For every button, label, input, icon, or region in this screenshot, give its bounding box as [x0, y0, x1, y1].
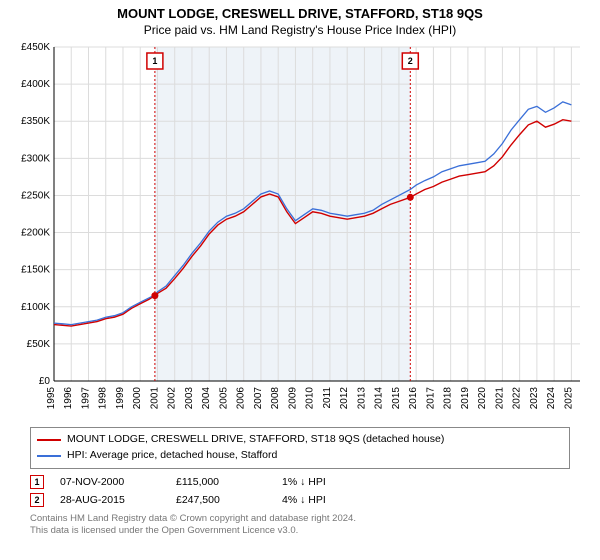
legend-row: HPI: Average price, detached house, Staf…	[37, 448, 563, 464]
footer-attribution: Contains HM Land Registry data © Crown c…	[30, 513, 570, 538]
svg-text:£200K: £200K	[21, 228, 50, 239]
legend-row: MOUNT LODGE, CRESWELL DRIVE, STAFFORD, S…	[37, 432, 563, 448]
sales-table: 1 07-NOV-2000 £115,000 1% ↓ HPI 2 28-AUG-2015…	[30, 473, 570, 509]
footer-line: Contains HM Land Registry data © Crown c…	[30, 513, 570, 525]
legend-label: HPI: Average price, detached house, Staf…	[67, 448, 277, 464]
legend: MOUNT LODGE, CRESWELL DRIVE, STAFFORD, S…	[30, 427, 570, 469]
svg-text:2007: 2007	[253, 387, 264, 410]
svg-text:2000: 2000	[132, 387, 143, 410]
svg-text:£250K: £250K	[21, 190, 50, 201]
svg-text:2004: 2004	[201, 387, 212, 410]
svg-text:1996: 1996	[63, 387, 74, 410]
sales-row: 1 07-NOV-2000 £115,000 1% ↓ HPI	[30, 473, 570, 491]
svg-text:£100K: £100K	[21, 302, 50, 313]
svg-text:2012: 2012	[339, 387, 350, 410]
svg-text:£150K: £150K	[21, 265, 50, 276]
svg-text:£0: £0	[39, 376, 51, 387]
sales-marker: 1	[30, 475, 44, 489]
svg-text:2008: 2008	[270, 387, 281, 410]
sales-price: £247,500	[176, 494, 266, 506]
svg-text:2010: 2010	[305, 387, 316, 410]
svg-text:1999: 1999	[115, 387, 126, 410]
svg-text:2025: 2025	[563, 387, 574, 410]
legend-label: MOUNT LODGE, CRESWELL DRIVE, STAFFORD, S…	[67, 432, 444, 448]
svg-text:2017: 2017	[425, 387, 436, 410]
svg-text:2013: 2013	[356, 387, 367, 410]
svg-text:2019: 2019	[460, 387, 471, 410]
svg-text:2003: 2003	[184, 387, 195, 410]
svg-text:1997: 1997	[80, 387, 91, 410]
svg-text:£300K: £300K	[21, 153, 50, 164]
legend-swatch	[37, 439, 61, 441]
svg-text:2022: 2022	[512, 387, 523, 410]
line-chart: £0 £50K £100K £150K £200K £250K £300K £350K £400…	[10, 41, 590, 421]
svg-text:2020: 2020	[477, 387, 488, 410]
sales-diff: 4% ↓ HPI	[282, 494, 372, 506]
svg-text:£50K: £50K	[27, 339, 51, 350]
legend-swatch	[37, 455, 61, 457]
chart-subtitle: Price paid vs. HM Land Registry's House …	[0, 21, 600, 41]
svg-text:2021: 2021	[494, 387, 505, 410]
sales-price: £115,000	[176, 476, 266, 488]
svg-text:2: 2	[408, 56, 413, 66]
svg-text:2016: 2016	[408, 387, 419, 410]
svg-text:2002: 2002	[167, 387, 178, 410]
svg-text:£400K: £400K	[21, 79, 50, 90]
svg-text:2024: 2024	[546, 387, 557, 410]
svg-text:1: 1	[152, 56, 157, 66]
sales-marker: 2	[30, 493, 44, 507]
svg-text:2018: 2018	[443, 387, 454, 410]
svg-text:2015: 2015	[391, 387, 402, 410]
sales-date: 28-AUG-2015	[60, 494, 160, 506]
svg-text:2023: 2023	[529, 387, 540, 410]
sales-diff: 1% ↓ HPI	[282, 476, 372, 488]
footer-line: This data is licensed under the Open Gov…	[30, 525, 570, 537]
sales-row: 2 28-AUG-2015 £247,500 4% ↓ HPI	[30, 491, 570, 509]
svg-text:£450K: £450K	[21, 42, 50, 53]
svg-text:2006: 2006	[236, 387, 247, 410]
svg-text:2001: 2001	[149, 387, 160, 410]
chart-title: MOUNT LODGE, CRESWELL DRIVE, STAFFORD, S…	[0, 0, 600, 21]
svg-text:2014: 2014	[374, 387, 385, 410]
svg-text:1998: 1998	[98, 387, 109, 410]
svg-text:2011: 2011	[322, 387, 333, 409]
sales-date: 07-NOV-2000	[60, 476, 160, 488]
svg-text:2009: 2009	[287, 387, 298, 410]
svg-text:2005: 2005	[218, 387, 229, 410]
svg-text:£350K: £350K	[21, 116, 50, 127]
svg-text:1995: 1995	[46, 387, 57, 410]
chart-area: £0 £50K £100K £150K £200K £250K £300K £350K £400…	[10, 41, 590, 421]
